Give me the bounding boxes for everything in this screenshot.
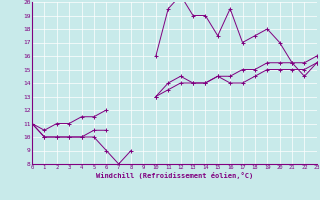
X-axis label: Windchill (Refroidissement éolien,°C): Windchill (Refroidissement éolien,°C) <box>96 172 253 179</box>
